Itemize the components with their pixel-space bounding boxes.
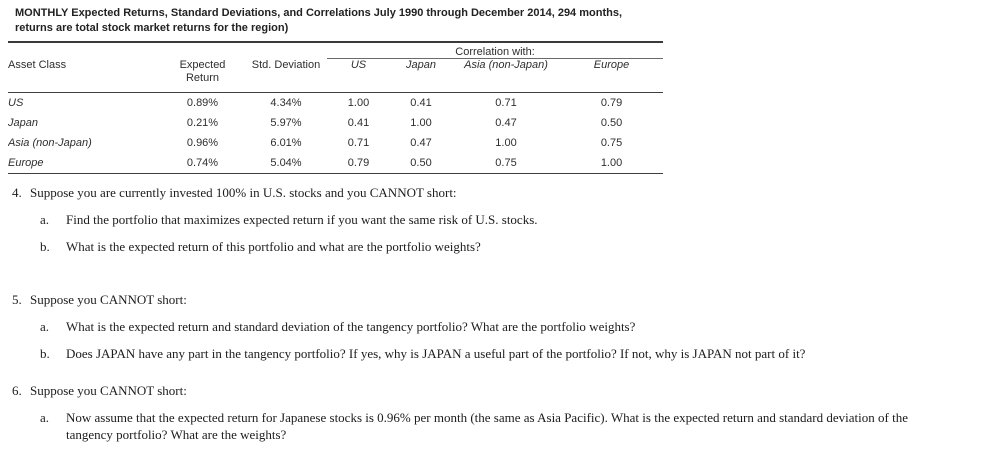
table-title-line2: returns are total stock market returns f… [15, 22, 289, 34]
table-title-line1: MONTHLY Expected Returns, Standard Devia… [15, 7, 623, 19]
table-row-europe: Europe 0.74% 5.04% 0.79 0.50 0.75 1.00 [8, 153, 664, 174]
part-text: What is the expected return and standard… [66, 319, 636, 334]
corr-japan-cell: 0.47 [410, 137, 432, 149]
question-4b: b. What is the expected return of this p… [40, 238, 987, 255]
col-header-asset-class: Asset Class [8, 58, 160, 93]
correlation-header-row: Correlation with: [8, 42, 664, 59]
corr-us-cell: 0.79 [327, 153, 390, 174]
question-number: 4. [12, 185, 22, 200]
col-header-japan: Japan [390, 58, 452, 93]
question-5-main: 5. Suppose you CANNOT short: [12, 291, 987, 308]
part-label: b. [40, 346, 50, 361]
table-title: MONTHLY Expected Returns, Standard Devia… [8, 6, 663, 43]
part-text: Now assume that the expected return for … [66, 410, 908, 442]
part-label: a. [40, 212, 50, 227]
corr-japan-cell: 0.50 [390, 153, 452, 174]
corr-asia-cell: 1.00 [495, 137, 517, 149]
expected-return-header-line2: Return [185, 71, 220, 84]
corr-asia-cell: 0.47 [495, 117, 517, 129]
question-text: Suppose you CANNOT short: [30, 383, 187, 398]
expected-return-cell: 0.21% [186, 117, 219, 129]
question-text: Suppose you are currently invested 100% … [30, 185, 457, 200]
questions-section: 4. Suppose you are currently invested 10… [12, 184, 987, 443]
corr-europe-cell: 0.79 [600, 97, 623, 109]
part-label: a. [40, 319, 50, 334]
asset-class-cell: Asia (non-Japan) [8, 137, 92, 149]
question-6-main: 6. Suppose you CANNOT short: [12, 382, 987, 399]
asset-class-cell: US [8, 97, 24, 109]
part-text: Find the portfolio that maximizes expect… [66, 212, 538, 227]
corr-us-cell: 1.00 [347, 97, 370, 109]
expected-return-cell: 0.89% [186, 97, 219, 109]
question-number: 6. [12, 383, 22, 398]
expected-return-cell: 0.74% [160, 153, 245, 174]
col-header-europe: Europe [560, 58, 664, 93]
corr-us-cell: 0.41 [347, 117, 370, 129]
question-4: 4. Suppose you are currently invested 10… [12, 184, 987, 255]
std-deviation-cell: 5.04% [245, 153, 327, 174]
part-label: a. [40, 410, 50, 425]
corr-asia-cell: 0.75 [452, 153, 560, 174]
part-text: What is the expected return of this port… [66, 239, 481, 254]
expected-return-header-line1: Expected [179, 58, 226, 71]
col-header-expected-return: Expected Return [160, 58, 245, 93]
question-6: 6. Suppose you CANNOT short: a. Now assu… [12, 382, 987, 443]
table-row-asia: Asia (non-Japan) 0.96% 6.01% 0.71 0.47 1… [8, 133, 663, 153]
col-header-asia: Asia (non-Japan) [452, 58, 560, 93]
std-deviation-cell: 6.01% [270, 137, 302, 149]
question-5b: b. Does JAPAN have any part in the tange… [40, 345, 987, 362]
corr-japan-cell: 0.41 [410, 97, 432, 109]
col-header-us: US [327, 58, 390, 93]
corr-europe-cell: 0.75 [600, 137, 623, 149]
corr-japan-cell: 1.00 [410, 117, 432, 129]
returns-table: Correlation with: Asset Class Expected R… [8, 42, 664, 174]
part-text: Does JAPAN have any part in the tangency… [66, 346, 806, 361]
question-5: 5. Suppose you CANNOT short: a. What is … [12, 291, 987, 362]
expected-return-cell: 0.96% [186, 137, 219, 149]
question-6a: a. Now assume that the expected return f… [40, 409, 987, 443]
corr-europe-cell: 0.50 [600, 117, 623, 129]
col-header-std-deviation: Std. Deviation [245, 58, 327, 93]
question-text: Suppose you CANNOT short: [30, 292, 187, 307]
asset-class-cell: Japan [8, 117, 38, 129]
empty-cell [8, 42, 327, 59]
asset-class-cell: Europe [8, 153, 160, 174]
corr-us-cell: 0.71 [347, 137, 370, 149]
question-4-main: 4. Suppose you are currently invested 10… [12, 184, 987, 201]
question-4a: a. Find the portfolio that maximizes exp… [40, 211, 987, 228]
question-number: 5. [12, 292, 22, 307]
part-label: b. [40, 239, 50, 254]
corr-europe-cell: 1.00 [560, 153, 664, 174]
column-header-row: Asset Class Expected Return Std. Deviati… [8, 58, 664, 93]
table-row-japan: Japan 0.21% 5.97% 0.41 1.00 0.47 0.50 [8, 113, 663, 133]
correlation-with-label: Correlation with: [327, 42, 664, 59]
table-row-us: US 0.89% 4.34% 1.00 0.41 0.71 0.79 [8, 93, 663, 114]
question-5a: a. What is the expected return and stand… [40, 318, 987, 335]
corr-asia-cell: 0.71 [495, 97, 517, 109]
std-deviation-cell: 4.34% [270, 97, 302, 109]
std-deviation-cell: 5.97% [270, 117, 302, 129]
